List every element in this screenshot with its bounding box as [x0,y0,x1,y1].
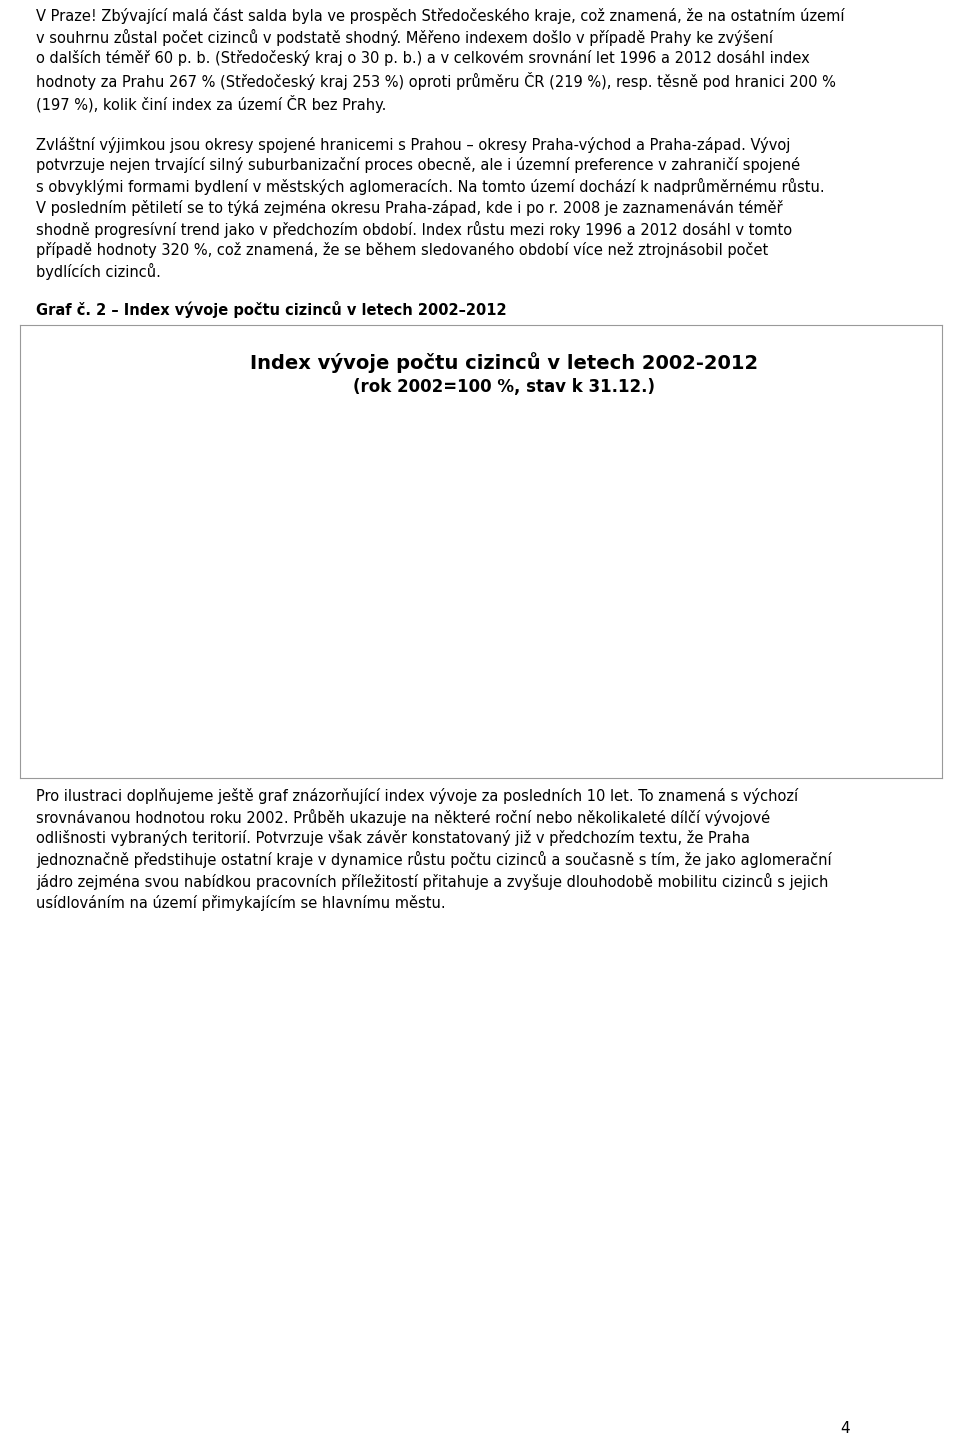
Text: Graf č. 2 – Index vývoje počtu cizinců v letech 2002–2012: Graf č. 2 – Index vývoje počtu cizinců v… [36,301,507,319]
Text: V Praze! Zbývající malá část salda byla ve prospěch Středočeského kraje, což zna: V Praze! Zbývající malá část salda byla … [36,7,845,281]
Text: 4: 4 [840,1422,850,1436]
Text: Index vývoje počtu cizinců v letech 2002-2012: Index vývoje počtu cizinců v letech 2002… [250,352,758,374]
Text: Pro ilustraci doplňujeme ještě graf znázorňující index vývoje za posledních 10 l: Pro ilustraci doplňujeme ještě graf znáz… [36,789,832,911]
Legend: Česká republika, Hlavní město Praha, Středočeský kraj, Praha - východ, Praha - z: Česká republika, Hlavní město Praha, Stř… [237,669,771,719]
Text: (rok 2002=100 %, stav k 31.12.): (rok 2002=100 %, stav k 31.12.) [353,378,655,396]
